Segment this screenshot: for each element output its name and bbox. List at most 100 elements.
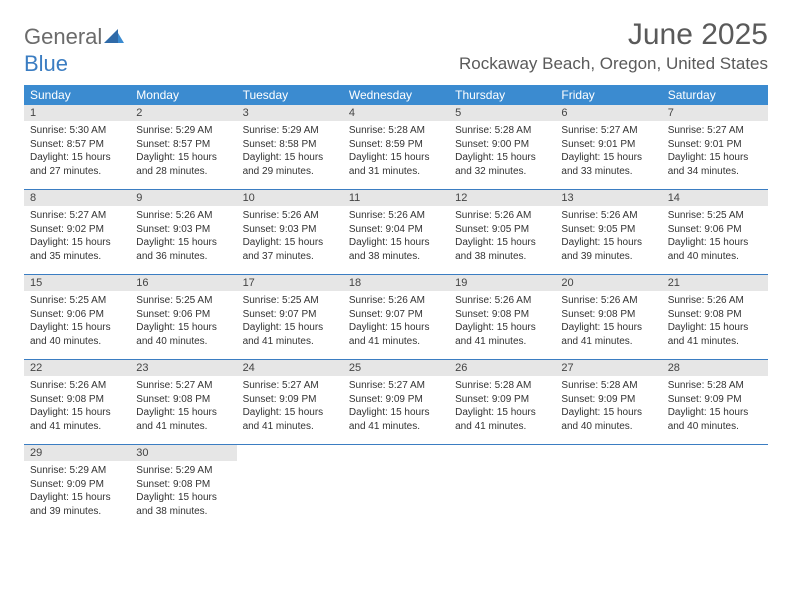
day-cell: 2Sunrise: 5:29 AMSunset: 8:57 PMDaylight… bbox=[130, 105, 236, 189]
day-cell bbox=[237, 445, 343, 529]
day-number: 29 bbox=[24, 445, 130, 461]
sunset-line: Sunset: 9:09 PM bbox=[561, 393, 655, 407]
daylight-line: and 39 minutes. bbox=[561, 250, 655, 264]
day-number: 26 bbox=[449, 360, 555, 376]
sunset-line: Sunset: 9:02 PM bbox=[30, 223, 124, 237]
daylight-line: Daylight: 15 hours bbox=[349, 406, 443, 420]
day-body: Sunrise: 5:28 AMSunset: 9:09 PMDaylight:… bbox=[449, 376, 555, 439]
daylight-line: Daylight: 15 hours bbox=[668, 406, 762, 420]
sunrise-line: Sunrise: 5:26 AM bbox=[561, 294, 655, 308]
daylight-line: and 41 minutes. bbox=[136, 420, 230, 434]
daylight-line: and 39 minutes. bbox=[30, 505, 124, 519]
day-cell: 16Sunrise: 5:25 AMSunset: 9:06 PMDayligh… bbox=[130, 275, 236, 359]
daylight-line: and 40 minutes. bbox=[30, 335, 124, 349]
day-body: Sunrise: 5:26 AMSunset: 9:08 PMDaylight:… bbox=[449, 291, 555, 354]
day-cell: 14Sunrise: 5:25 AMSunset: 9:06 PMDayligh… bbox=[662, 190, 768, 274]
day-body: Sunrise: 5:26 AMSunset: 9:05 PMDaylight:… bbox=[449, 206, 555, 269]
sunrise-line: Sunrise: 5:30 AM bbox=[30, 124, 124, 138]
daylight-line: Daylight: 15 hours bbox=[136, 321, 230, 335]
day-cell: 1Sunrise: 5:30 AMSunset: 8:57 PMDaylight… bbox=[24, 105, 130, 189]
sunset-line: Sunset: 9:08 PM bbox=[561, 308, 655, 322]
day-cell: 21Sunrise: 5:26 AMSunset: 9:08 PMDayligh… bbox=[662, 275, 768, 359]
day-cell: 23Sunrise: 5:27 AMSunset: 9:08 PMDayligh… bbox=[130, 360, 236, 444]
daylight-line: and 38 minutes. bbox=[349, 250, 443, 264]
sunset-line: Sunset: 9:09 PM bbox=[349, 393, 443, 407]
day-cell: 10Sunrise: 5:26 AMSunset: 9:03 PMDayligh… bbox=[237, 190, 343, 274]
sunrise-line: Sunrise: 5:27 AM bbox=[668, 124, 762, 138]
daylight-line: Daylight: 15 hours bbox=[561, 236, 655, 250]
day-number: 27 bbox=[555, 360, 661, 376]
daylight-line: Daylight: 15 hours bbox=[668, 236, 762, 250]
daylight-line: Daylight: 15 hours bbox=[243, 236, 337, 250]
sunset-line: Sunset: 9:07 PM bbox=[349, 308, 443, 322]
day-body: Sunrise: 5:29 AMSunset: 8:58 PMDaylight:… bbox=[237, 121, 343, 184]
day-cell: 26Sunrise: 5:28 AMSunset: 9:09 PMDayligh… bbox=[449, 360, 555, 444]
daylight-line: Daylight: 15 hours bbox=[136, 406, 230, 420]
daylight-line: and 29 minutes. bbox=[243, 165, 337, 179]
day-header: Monday bbox=[130, 85, 236, 105]
day-body: Sunrise: 5:27 AMSunset: 9:01 PMDaylight:… bbox=[555, 121, 661, 184]
daylight-line: Daylight: 15 hours bbox=[30, 151, 124, 165]
sunrise-line: Sunrise: 5:29 AM bbox=[243, 124, 337, 138]
daylight-line: Daylight: 15 hours bbox=[136, 151, 230, 165]
day-body: Sunrise: 5:27 AMSunset: 9:09 PMDaylight:… bbox=[237, 376, 343, 439]
day-cell: 30Sunrise: 5:29 AMSunset: 9:08 PMDayligh… bbox=[130, 445, 236, 529]
daylight-line: Daylight: 15 hours bbox=[455, 236, 549, 250]
daylight-line: Daylight: 15 hours bbox=[455, 321, 549, 335]
day-body: Sunrise: 5:25 AMSunset: 9:06 PMDaylight:… bbox=[24, 291, 130, 354]
sunrise-line: Sunrise: 5:27 AM bbox=[243, 379, 337, 393]
daylight-line: and 41 minutes. bbox=[668, 335, 762, 349]
day-body: Sunrise: 5:29 AMSunset: 9:09 PMDaylight:… bbox=[24, 461, 130, 524]
header: GeneralBlue June 2025 Rockaway Beach, Or… bbox=[24, 18, 768, 77]
calendar: Sunday Monday Tuesday Wednesday Thursday… bbox=[24, 85, 768, 529]
day-cell: 11Sunrise: 5:26 AMSunset: 9:04 PMDayligh… bbox=[343, 190, 449, 274]
day-number: 30 bbox=[130, 445, 236, 461]
day-body: Sunrise: 5:26 AMSunset: 9:08 PMDaylight:… bbox=[555, 291, 661, 354]
day-cell: 19Sunrise: 5:26 AMSunset: 9:08 PMDayligh… bbox=[449, 275, 555, 359]
daylight-line: Daylight: 15 hours bbox=[30, 406, 124, 420]
day-body: Sunrise: 5:27 AMSunset: 9:09 PMDaylight:… bbox=[343, 376, 449, 439]
day-number: 14 bbox=[662, 190, 768, 206]
daylight-line: Daylight: 15 hours bbox=[349, 236, 443, 250]
title-block: June 2025 Rockaway Beach, Oregon, United… bbox=[459, 18, 768, 74]
day-body: Sunrise: 5:26 AMSunset: 9:08 PMDaylight:… bbox=[24, 376, 130, 439]
day-cell: 5Sunrise: 5:28 AMSunset: 9:00 PMDaylight… bbox=[449, 105, 555, 189]
sunrise-line: Sunrise: 5:26 AM bbox=[136, 209, 230, 223]
sunset-line: Sunset: 8:57 PM bbox=[30, 138, 124, 152]
day-cell: 24Sunrise: 5:27 AMSunset: 9:09 PMDayligh… bbox=[237, 360, 343, 444]
day-number: 8 bbox=[24, 190, 130, 206]
daylight-line: and 40 minutes. bbox=[668, 250, 762, 264]
day-body: Sunrise: 5:29 AMSunset: 8:57 PMDaylight:… bbox=[130, 121, 236, 184]
sunrise-line: Sunrise: 5:27 AM bbox=[30, 209, 124, 223]
sunset-line: Sunset: 9:09 PM bbox=[243, 393, 337, 407]
day-cell bbox=[662, 445, 768, 529]
sunset-line: Sunset: 9:08 PM bbox=[668, 308, 762, 322]
week-row: 8Sunrise: 5:27 AMSunset: 9:02 PMDaylight… bbox=[24, 190, 768, 275]
day-cell: 3Sunrise: 5:29 AMSunset: 8:58 PMDaylight… bbox=[237, 105, 343, 189]
sunset-line: Sunset: 8:58 PM bbox=[243, 138, 337, 152]
day-header: Friday bbox=[555, 85, 661, 105]
day-number: 7 bbox=[662, 105, 768, 121]
day-cell: 15Sunrise: 5:25 AMSunset: 9:06 PMDayligh… bbox=[24, 275, 130, 359]
sunset-line: Sunset: 9:06 PM bbox=[136, 308, 230, 322]
sunrise-line: Sunrise: 5:26 AM bbox=[349, 209, 443, 223]
day-number: 2 bbox=[130, 105, 236, 121]
sunrise-line: Sunrise: 5:26 AM bbox=[455, 294, 549, 308]
day-body: Sunrise: 5:28 AMSunset: 9:09 PMDaylight:… bbox=[555, 376, 661, 439]
sunrise-line: Sunrise: 5:26 AM bbox=[243, 209, 337, 223]
sunrise-line: Sunrise: 5:27 AM bbox=[349, 379, 443, 393]
day-body: Sunrise: 5:27 AMSunset: 9:02 PMDaylight:… bbox=[24, 206, 130, 269]
daylight-line: and 33 minutes. bbox=[561, 165, 655, 179]
week-row: 15Sunrise: 5:25 AMSunset: 9:06 PMDayligh… bbox=[24, 275, 768, 360]
sunrise-line: Sunrise: 5:28 AM bbox=[561, 379, 655, 393]
daylight-line: and 41 minutes. bbox=[243, 420, 337, 434]
day-header: Wednesday bbox=[343, 85, 449, 105]
week-row: 1Sunrise: 5:30 AMSunset: 8:57 PMDaylight… bbox=[24, 105, 768, 190]
sunrise-line: Sunrise: 5:26 AM bbox=[561, 209, 655, 223]
sunset-line: Sunset: 9:08 PM bbox=[136, 478, 230, 492]
sunrise-line: Sunrise: 5:27 AM bbox=[136, 379, 230, 393]
sunrise-line: Sunrise: 5:28 AM bbox=[349, 124, 443, 138]
sunset-line: Sunset: 9:08 PM bbox=[30, 393, 124, 407]
brand-text: GeneralBlue bbox=[24, 24, 124, 77]
daylight-line: and 41 minutes. bbox=[30, 420, 124, 434]
